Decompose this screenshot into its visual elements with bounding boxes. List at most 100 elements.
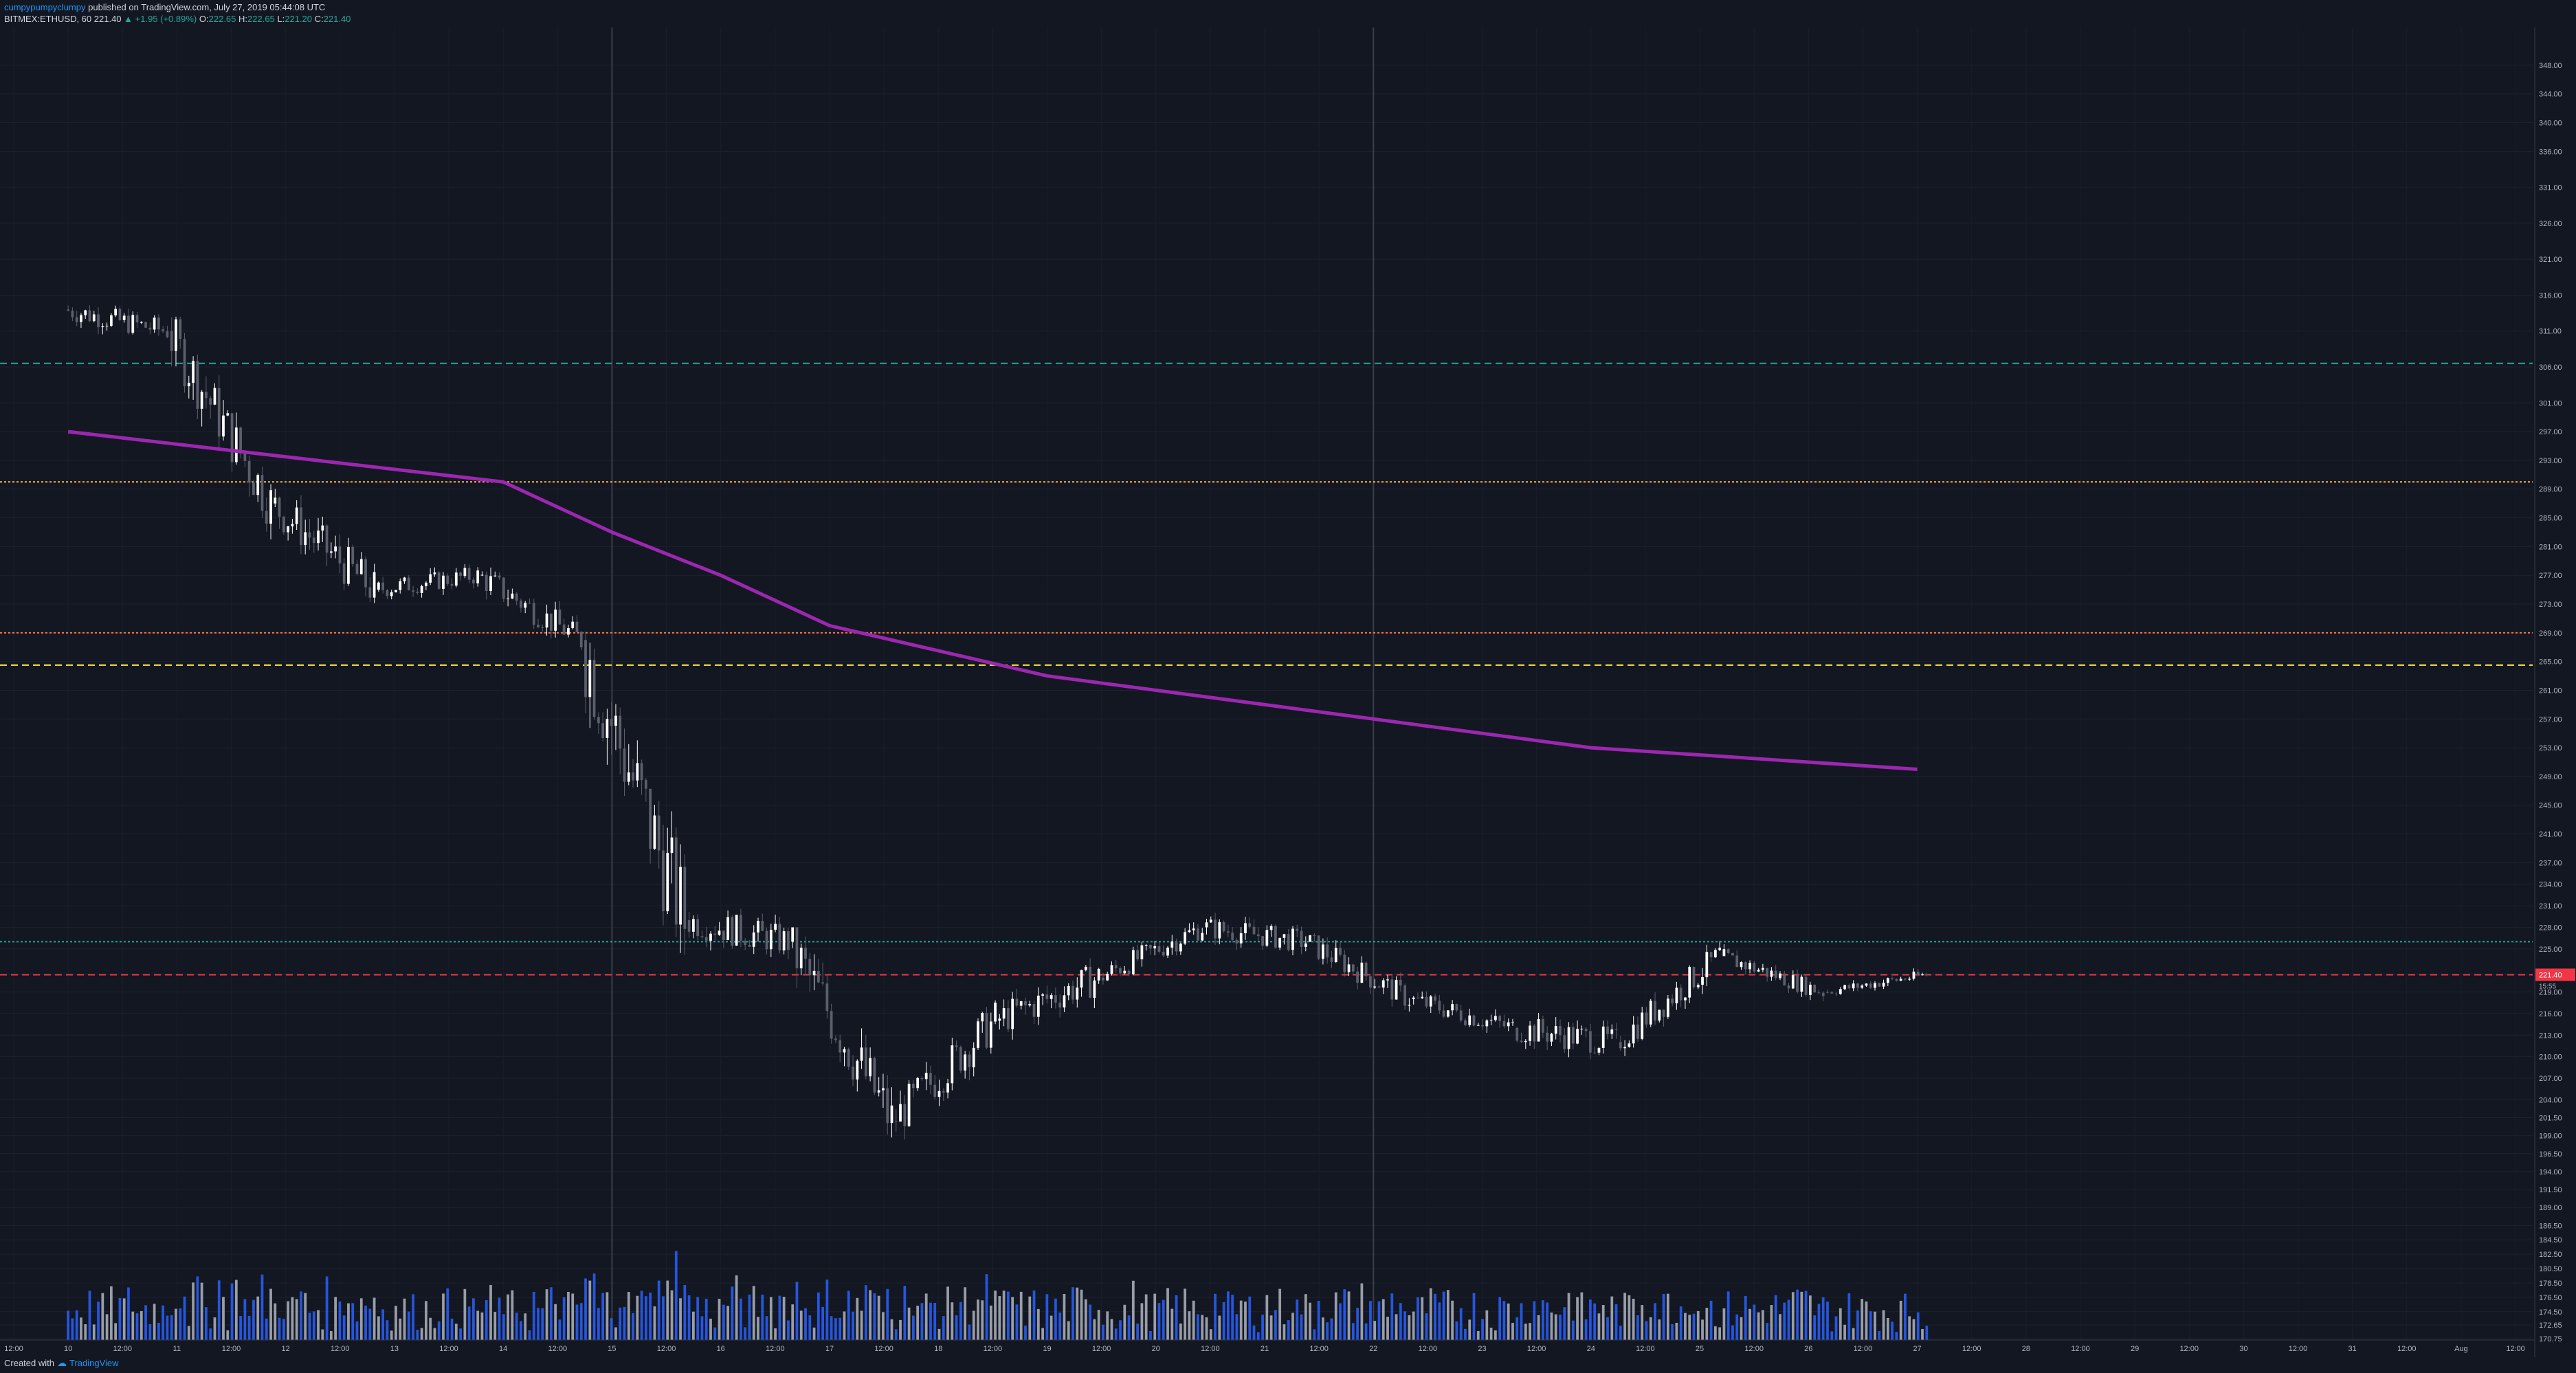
volume-bar [619,1307,622,1340]
candle-body [269,490,272,524]
volume-bar [446,1288,449,1340]
y-tick-label: 311.00 [2539,328,2562,336]
volume-bar [942,1316,945,1340]
volume-bar [735,1275,738,1340]
volume-bar [1645,1321,1648,1340]
candle-body [1817,992,1821,994]
volume-bar [192,1282,195,1340]
candle-body [1209,919,1212,923]
volume-bar [416,1330,419,1340]
volume-bar [373,1297,376,1340]
y-tick-label: 344.00 [2539,91,2562,99]
volume-bar [1865,1301,1868,1340]
candle-body [666,853,669,912]
volume-bar [399,1318,402,1340]
volume-bar [342,1315,346,1340]
candle-body [416,591,419,593]
volume-bar [1278,1288,1282,1340]
volume-bar [425,1301,428,1340]
y-tick-label: 196.50 [2539,1150,2562,1159]
volume-bar [1912,1319,1916,1340]
candle-body [1696,985,1700,987]
candle-body [1197,928,1199,941]
candle-body [1796,974,1799,992]
candle-body [704,937,708,941]
price-chart[interactable]: 348.00 344.00 340.00 336.00 331.00 326.00 321.… [0,27,2576,1357]
volume-bar [1783,1302,1786,1340]
volume-bar [524,1313,527,1340]
candle-body [234,427,238,462]
x-tick-label: 11 [173,1345,181,1353]
candle-body [644,780,647,789]
volume-bar [1192,1300,1195,1340]
candle-body [1434,996,1436,1001]
candle-body [1464,1020,1467,1025]
candle-body [226,413,230,416]
volume-bar [791,1304,795,1340]
y-tick-label: 340.00 [2539,120,2562,128]
candle-body [1097,968,1100,981]
volume-bar [877,1295,880,1340]
candle-body [847,1049,850,1067]
y-tick-label: 321.00 [2539,256,2562,264]
volume-bar [407,1311,410,1340]
candle-body [769,929,773,950]
candle-body [830,1011,833,1039]
volume-bar [1442,1291,1445,1340]
volume-bar [187,1326,190,1340]
candle-body [1386,979,1389,981]
volume-bar [653,1306,656,1340]
candle-body [433,572,436,574]
volume-bar [1235,1314,1239,1340]
candle-body [1675,987,1678,1004]
candle-body [856,1060,859,1080]
volume-bar [989,1305,992,1340]
candle-body [1774,970,1777,979]
candle-body [1291,928,1294,950]
volume-bar [1054,1298,1057,1340]
candle-body [1050,995,1053,999]
volume-bar [1256,1332,1260,1340]
volume-bar [1106,1311,1109,1340]
volume-bar [217,1280,221,1340]
low-value: 221.20 [285,14,313,24]
y-tick-label: 189.00 [2539,1204,2562,1212]
tradingview-brand-link[interactable]: TradingView [69,1358,119,1368]
candle-body [1619,1042,1622,1049]
volume-bar [1502,1301,1506,1340]
volume-bar [1084,1299,1087,1340]
volume-bar [929,1302,932,1340]
volume-bar [1886,1317,1889,1340]
x-tick-label: 12 [282,1345,290,1353]
volume-bar [1197,1314,1199,1340]
candle-body [1222,922,1225,932]
candle-body [390,592,393,596]
author-link[interactable]: cumpypumpyclumpy [4,2,86,12]
volume-bar [662,1296,665,1340]
volume-bar [1131,1280,1135,1340]
volume-bar [157,1322,160,1340]
volume-bar [265,1318,268,1340]
candle-body [308,532,311,538]
y-tick-label: 253.00 [2539,744,2562,752]
candle-body [92,314,96,322]
volume-bar [972,1310,975,1340]
volume-bar [718,1299,721,1340]
candle-body [843,1049,846,1053]
volume-bar [1093,1319,1096,1340]
candle-body [700,936,704,937]
candle-body [166,331,169,337]
volume-bar [843,1311,846,1340]
volume-bar [778,1295,781,1340]
candle-body [825,983,829,1012]
candle-body [562,624,566,635]
volume-bar [287,1301,289,1340]
y-tick-label: 265.00 [2539,658,2562,667]
volume-bar [1261,1315,1264,1340]
candle-body [575,621,579,632]
candle-body [1623,1047,1626,1049]
candle-body [787,931,790,950]
x-tick-label: 12:00 [1309,1345,1329,1353]
candle-body [782,931,786,951]
candle-body [713,933,717,935]
